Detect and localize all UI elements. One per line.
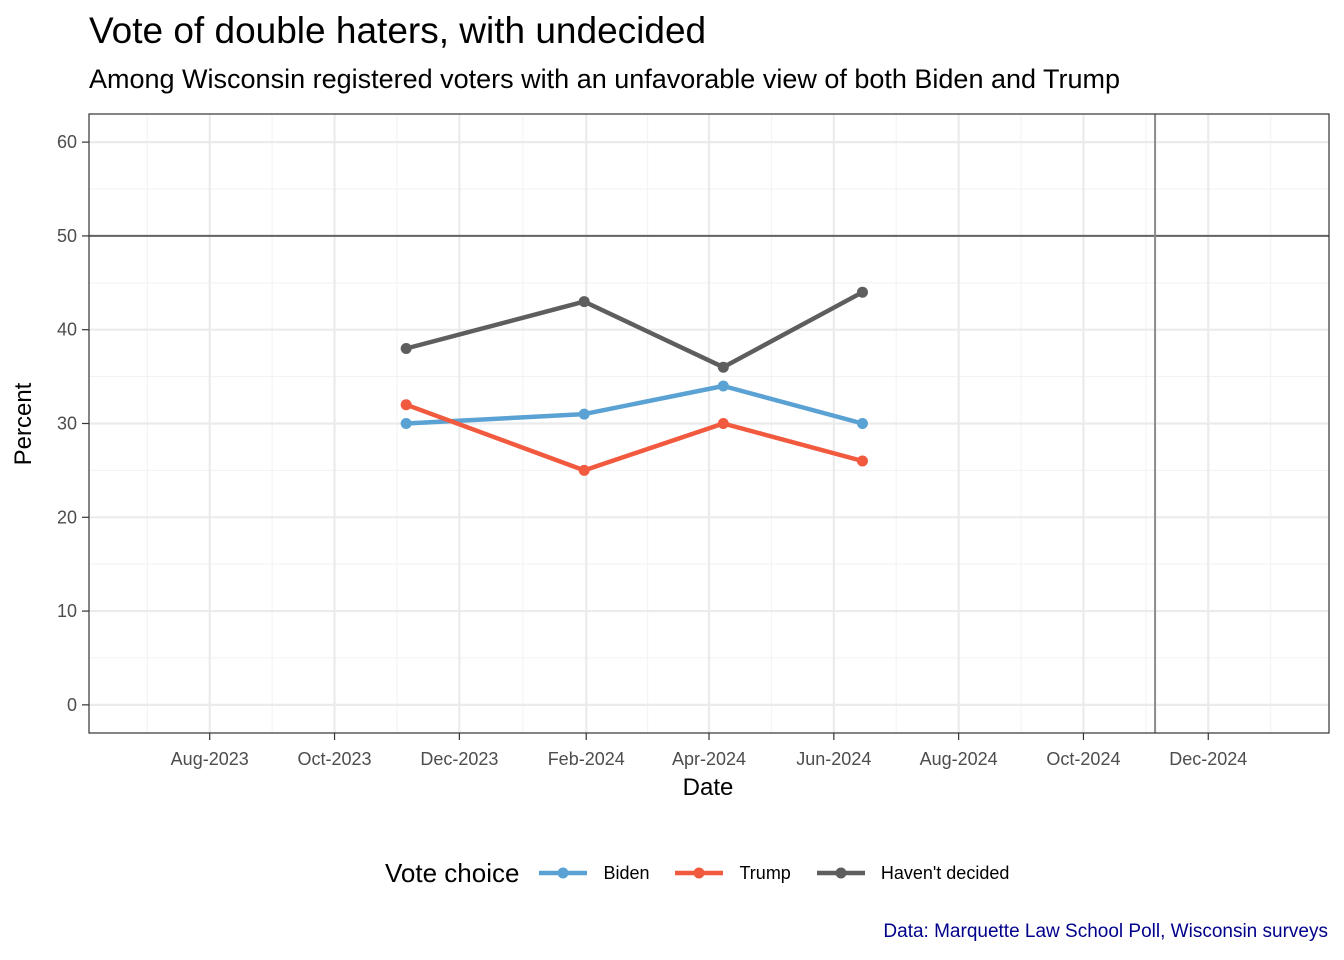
- legend-item-undecided: Haven't decided: [813, 861, 1010, 885]
- legend-label-biden: Biden: [603, 862, 650, 883]
- x-axis: Aug-2023 Oct-2023 Dec-2023 Feb-2024 Apr-2024…: [171, 733, 1247, 769]
- data-point-trump: [578, 464, 590, 476]
- data-point-biden: [856, 418, 868, 429]
- x-tick-label: Oct-2024: [1046, 749, 1120, 769]
- y-tick-label: 60: [57, 132, 77, 152]
- legend-key-point: [557, 867, 569, 879]
- x-tick-label: Apr-2024: [672, 749, 746, 769]
- x-tick-label: Aug-2024: [920, 749, 998, 769]
- series-line-trump: [405, 402, 864, 473]
- chart-title: Vote of double haters, with undecided: [89, 10, 707, 51]
- y-tick-label: 0: [67, 695, 77, 715]
- legend-key-undecided: [816, 867, 865, 879]
- data-point-trump: [400, 399, 412, 411]
- data-point-biden: [717, 380, 729, 392]
- x-axis-label: Date: [682, 774, 734, 801]
- legend-item-trump: Trump: [671, 861, 791, 885]
- legend-label-trump: Trump: [739, 862, 791, 883]
- grid-major: [89, 114, 1329, 733]
- data-source-caption: Data: Marquette Law School Poll, Wiscons…: [883, 921, 1328, 942]
- y-tick-label: 30: [57, 414, 77, 434]
- series-layer: [400, 286, 868, 476]
- y-axis-label: Percent: [10, 382, 37, 466]
- legend-key-trump: [675, 867, 724, 879]
- y-tick-label: 10: [57, 601, 77, 621]
- data-point-biden: [578, 408, 590, 420]
- x-tick-label: Feb-2024: [548, 749, 625, 769]
- reference-lines: [89, 114, 1329, 733]
- series-line-haven-t-decided: [405, 290, 864, 370]
- data-point-haven-t-decided: [578, 296, 590, 308]
- legend-label-undecided: Haven't decided: [880, 862, 1010, 883]
- x-tick-label: Jun-2024: [796, 749, 871, 769]
- data-point-haven-t-decided: [400, 342, 412, 354]
- data-point-biden: [400, 418, 412, 429]
- chart-subtitle: Among Wisconsin registered voters with a…: [89, 64, 1121, 94]
- series-line-biden: [406, 383, 864, 426]
- legend-item-biden: Biden: [535, 861, 649, 885]
- data-point-haven-t-decided: [717, 361, 729, 373]
- x-tick-label: Dec-2023: [420, 749, 498, 769]
- x-tick-label: Dec-2024: [1169, 749, 1247, 769]
- data-point-trump: [856, 455, 868, 467]
- y-tick-label: 20: [57, 507, 77, 527]
- x-tick-label: Oct-2023: [298, 749, 372, 769]
- y-axis: 0 10 20 30 40 50 60: [57, 132, 89, 715]
- legend-key-point: [835, 867, 847, 879]
- legend-title: Vote choice: [385, 857, 520, 888]
- y-tick-label: 50: [57, 226, 77, 246]
- y-tick-label: 40: [57, 320, 77, 340]
- legend: Vote choice Biden Trump Haven't decided: [385, 856, 1031, 890]
- legend-key-biden: [539, 867, 588, 879]
- x-tick-label: Aug-2023: [171, 749, 249, 769]
- data-point-haven-t-decided: [856, 286, 868, 298]
- data-point-trump: [717, 418, 729, 429]
- legend-key-point: [693, 867, 705, 879]
